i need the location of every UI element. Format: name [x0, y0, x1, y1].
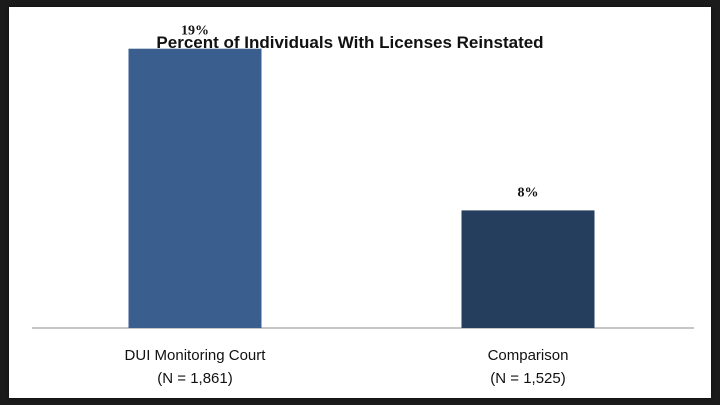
data-label-1: 8%: [518, 185, 539, 200]
chart-panel: [9, 7, 711, 398]
category-sublabel-1: (N = 1,525): [490, 370, 565, 387]
category-label-1: Comparison: [488, 347, 569, 364]
chart-title: Percent of Individuals With Licenses Rei…: [156, 33, 543, 52]
category-sublabel-0: (N = 1,861): [157, 370, 232, 387]
bar-0: [128, 48, 262, 328]
bar-1: [461, 210, 595, 328]
data-label-0: 19%: [181, 24, 209, 39]
category-label-0: DUI Monitoring Court: [125, 347, 267, 364]
